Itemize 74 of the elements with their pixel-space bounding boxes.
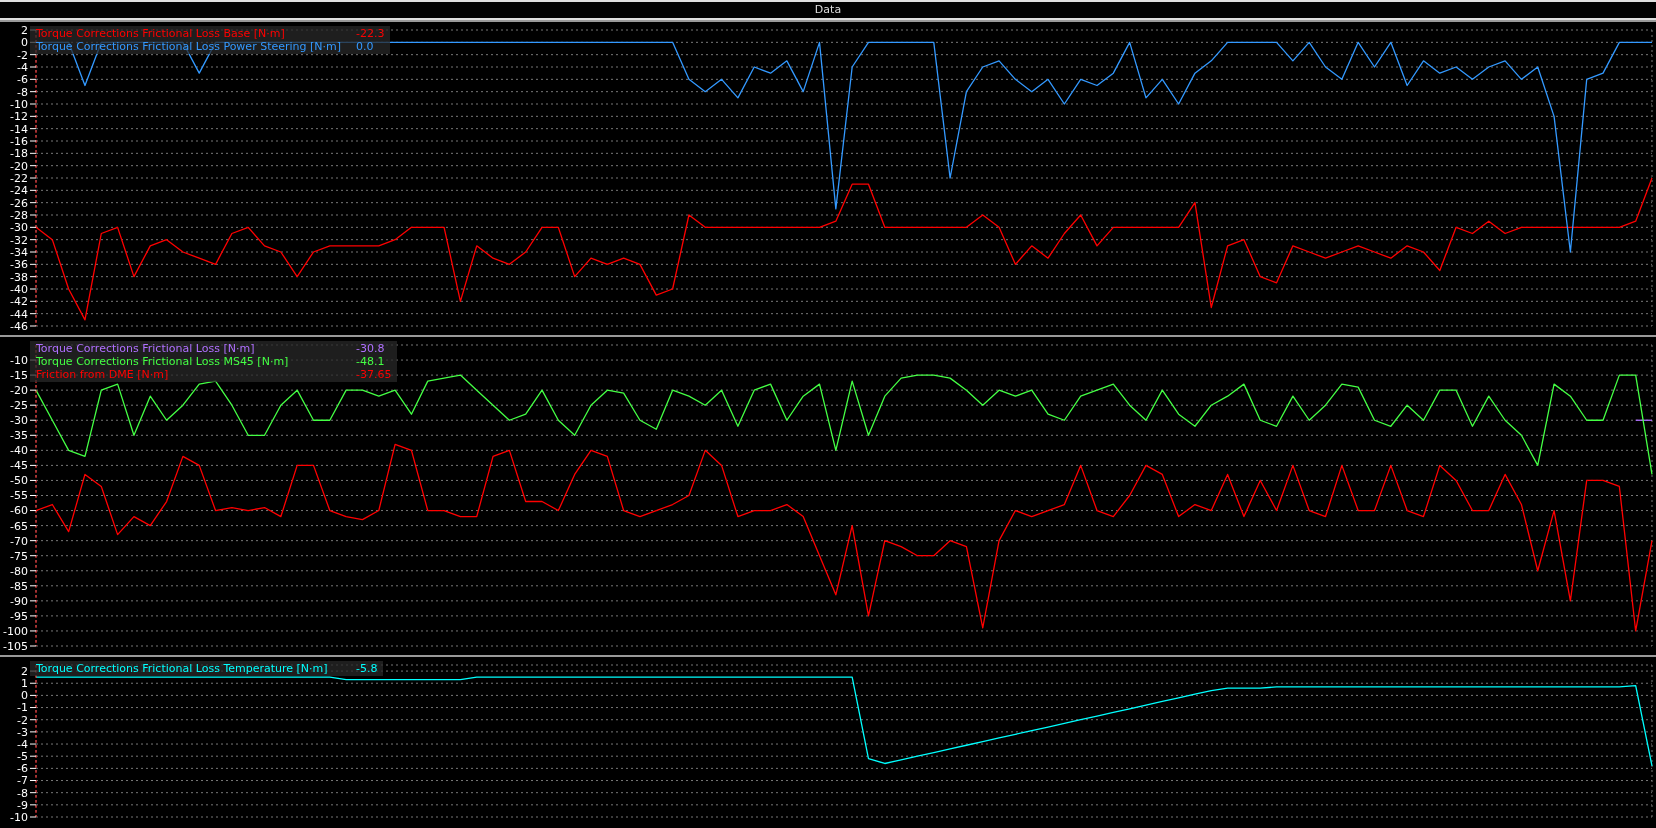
y-tick-label: -60 — [10, 504, 28, 518]
y-tick-label: 2 — [21, 23, 28, 37]
text: Friction from DME [N·m] — [36, 368, 170, 381]
y-tick-label: -15 — [10, 369, 28, 383]
annotation: -5.8 — [356, 662, 378, 675]
y-tick-label: -38 — [10, 270, 28, 284]
y-tick-label: -18 — [10, 147, 28, 161]
y-tick-label: -4 — [17, 737, 28, 751]
y-tick-label: -2 — [17, 713, 28, 727]
y-tick-label: -95 — [10, 609, 28, 623]
y-tick-label: -8 — [17, 85, 28, 99]
y-tick-label: -30 — [10, 221, 28, 235]
y-tick-label: 2 — [21, 664, 28, 678]
y-tick-label: -28 — [10, 208, 28, 222]
y-tick-label: -34 — [10, 245, 28, 259]
y-tick-label: -22 — [10, 171, 28, 185]
y-tick-label: -4 — [17, 60, 28, 74]
y-tick-label: -16 — [10, 134, 28, 148]
text: Torque Corrections Frictional Loss [N·m] — [36, 342, 256, 355]
y-tick-label: -1 — [17, 701, 28, 715]
y-tick-label: -5 — [17, 750, 28, 764]
y-tick-label: -10 — [10, 353, 28, 367]
line-series — [35, 177, 1653, 321]
y-tick-label: -46 — [10, 319, 28, 333]
y-tick-label: -42 — [10, 295, 28, 309]
y-tick-label: -32 — [10, 233, 28, 247]
y-tick-label: -9 — [17, 798, 28, 812]
y-tick-label: -65 — [10, 519, 28, 533]
y-tick-label: -44 — [10, 307, 28, 321]
y-tick-label: -14 — [10, 122, 28, 136]
y-tick-label: -25 — [10, 399, 28, 413]
series-label: Torque Corrections Frictional Loss Temperature [N·m] — [36, 662, 329, 675]
text: Torque Corrections Frictional Loss MS45 [N·m] — [36, 355, 290, 368]
y-tick-label: -12 — [10, 110, 28, 124]
y-tick-label: -7 — [17, 774, 28, 788]
y-tick-label: -24 — [10, 184, 28, 198]
y-tick-label: -50 — [10, 474, 28, 488]
y-tick-label: -20 — [10, 384, 28, 398]
y-tick-label: -75 — [10, 549, 28, 563]
annotation: -30.8 — [356, 342, 385, 355]
y-tick-label: -55 — [10, 489, 28, 503]
annotation: -22.3 — [356, 27, 385, 40]
y-tick-label: -90 — [10, 594, 28, 608]
chart-title: Data — [0, 0, 1656, 20]
line-series — [35, 443, 1653, 632]
y-tick-label: -40 — [10, 444, 28, 458]
y-tick-label: -10 — [10, 810, 28, 824]
y-tick-label: -2 — [17, 48, 28, 62]
text: Torque Corrections Frictional Loss Base [N·m] — [36, 27, 286, 40]
y-tick-label: -10 — [10, 97, 28, 111]
y-tick-label: -45 — [10, 459, 28, 473]
y-tick-label: -6 — [17, 762, 28, 776]
y-tick-label: -85 — [10, 579, 28, 593]
annotation: -37.65 — [356, 368, 392, 381]
y-tick-label: -26 — [10, 196, 28, 210]
y-tick-label: -70 — [10, 534, 28, 548]
y-tick-label: -40 — [10, 282, 28, 296]
series-label: Torque Corrections Frictional Loss Power Steering [N·m] — [36, 40, 343, 53]
y-tick-label: -20 — [10, 159, 28, 173]
line-series — [35, 676, 1653, 767]
y-tick-label: 0 — [21, 36, 28, 50]
y-tick-label: -105 — [3, 639, 28, 653]
y-tick-label: -80 — [10, 564, 28, 578]
y-tick-label: 0 — [21, 689, 28, 703]
annotation: 0.0 — [356, 40, 374, 53]
y-tick-label: -35 — [10, 429, 28, 443]
y-tick-label: 1 — [21, 677, 28, 691]
y-tick-label: -36 — [10, 258, 28, 272]
y-tick-label: -6 — [17, 73, 28, 87]
annotation: -48.1 — [356, 355, 385, 368]
y-tick-label: -30 — [10, 414, 28, 428]
y-tick-label: -3 — [17, 725, 28, 739]
y-tick-label: -100 — [3, 624, 28, 638]
y-tick-label: -8 — [17, 786, 28, 800]
